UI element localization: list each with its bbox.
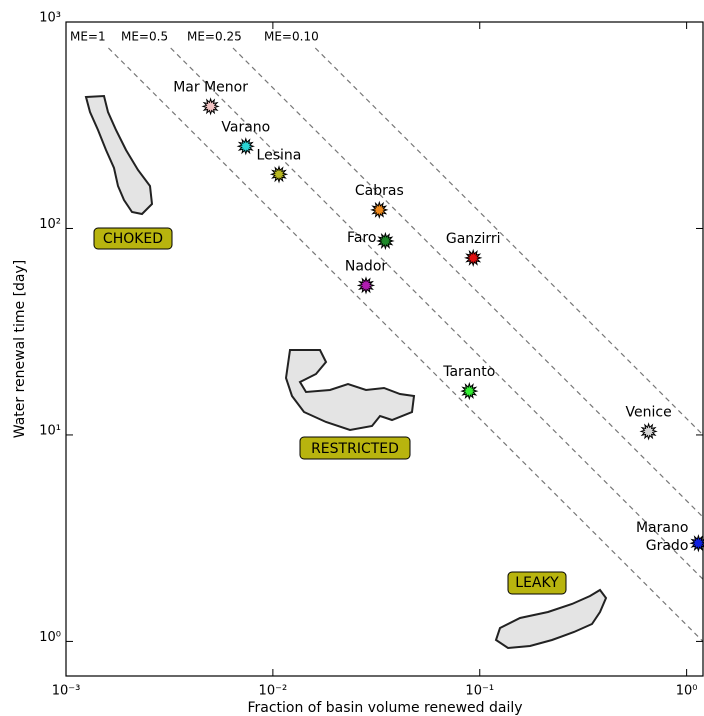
reference-line-label: ME=0.25: [187, 30, 242, 44]
point-label: Cabras: [355, 183, 404, 199]
data-point: [272, 167, 287, 182]
data-point: [462, 384, 477, 399]
y-tick-label: 10³: [39, 11, 61, 26]
data-point: [238, 139, 253, 154]
data-point: [641, 424, 656, 439]
y-tick-label: 10¹: [39, 423, 61, 438]
restricted-lagoon: [286, 350, 414, 430]
x-tick-label: 10⁻¹: [465, 684, 494, 699]
reference-line-label: ME=0.5: [121, 30, 168, 44]
y-tick-label: 10⁰: [39, 630, 61, 645]
y-axis-label: Water renewal time [day]: [12, 260, 28, 439]
x-tick-label: 10⁻²: [259, 684, 288, 699]
lagoon-outlines: [86, 96, 606, 648]
leaky-lagoon: [496, 590, 606, 648]
data-point: [203, 99, 218, 114]
data-point: [378, 234, 393, 249]
x-tick-label: 10⁰: [676, 684, 698, 699]
data-point: [466, 250, 481, 265]
data-point: [691, 536, 704, 551]
y-tick-label: 10²: [39, 217, 61, 232]
point-label: Nador: [345, 258, 388, 274]
point-label: Ganzirri: [446, 231, 501, 247]
data-point: [359, 278, 374, 293]
x-axis-label: Fraction of basin volume renewed daily: [247, 700, 522, 716]
annotation: LEAKY: [515, 575, 559, 591]
annotation: RESTRICTED: [311, 441, 399, 457]
point-label: Faro: [347, 230, 376, 246]
reference-line-label: ME=1: [70, 30, 106, 44]
x-tick-label: 10⁻³: [52, 684, 81, 699]
point-label: Taranto: [442, 364, 495, 380]
annotation: CHOKED: [103, 231, 163, 247]
reference-line: [108, 48, 703, 641]
point-label: Varano: [221, 119, 270, 135]
point-label: Lesina: [257, 147, 302, 163]
chart: CHOKED RESTRICTED LEAKY Fraction of basi…: [0, 0, 704, 716]
point-label: Mar Menor: [173, 79, 248, 95]
plot-frame: [66, 22, 703, 676]
choked-lagoon: [86, 96, 152, 214]
data-point: [372, 202, 387, 217]
reference-line-label: ME=0.10: [264, 30, 319, 44]
point-label: Venice: [626, 404, 672, 420]
